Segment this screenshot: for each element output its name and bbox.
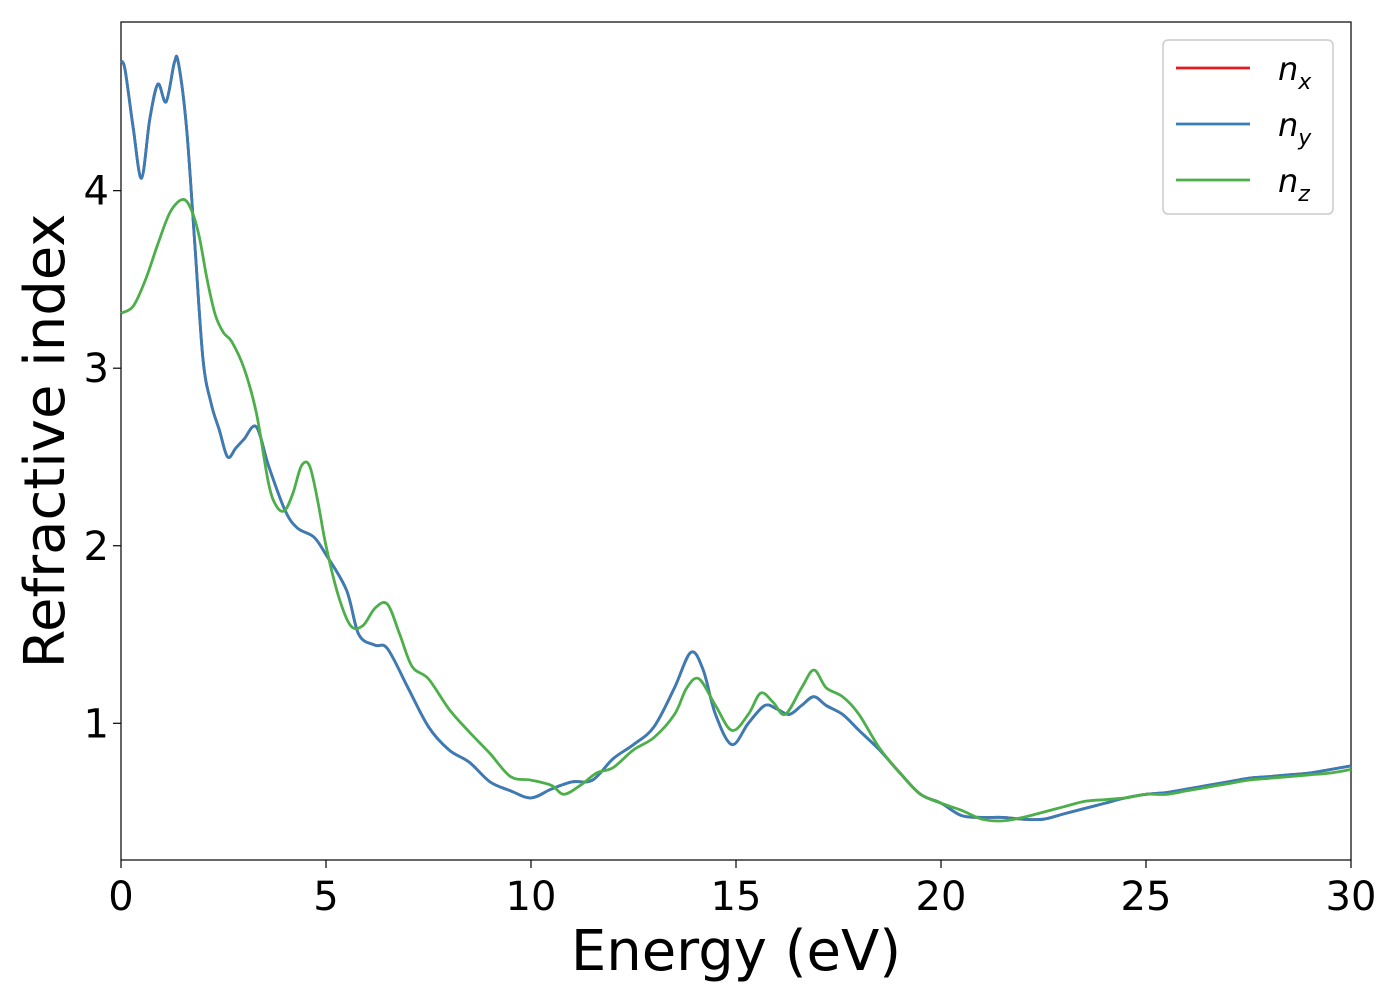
legend-label-z: nz	[1278, 162, 1310, 207]
legend-frame	[1162, 39, 1334, 215]
series-line-z	[120, 198, 1352, 823]
y-tick-label: 1	[84, 701, 109, 747]
x-axis-label: Energy (eV)	[571, 919, 901, 984]
x-tick-label: 15	[711, 874, 762, 920]
y-tick-label: 4	[84, 169, 109, 215]
series-line-y	[119, 54, 1352, 822]
plot-area	[120, 21, 1352, 861]
legend: nx ny nz	[1162, 39, 1334, 215]
x-tick-label: 30	[1326, 874, 1377, 920]
legend-label-y: ny	[1278, 106, 1312, 151]
x-tick-label: 5	[313, 874, 338, 920]
x-tick-label: 25	[1121, 874, 1172, 920]
x-tick-label: 0	[108, 874, 133, 920]
x-axis: 0 5 10 15 20 25 30	[108, 860, 1376, 920]
series-layer	[119, 54, 1352, 823]
x-tick-label: 10	[506, 874, 557, 920]
legend-label-x: nx	[1278, 50, 1312, 95]
y-tick-label: 2	[84, 524, 109, 570]
y-axis: 1 2 3 4	[84, 169, 121, 747]
y-axis-label: Refractive index	[13, 214, 78, 669]
x-tick-label: 20	[916, 874, 967, 920]
y-tick-label: 3	[84, 346, 109, 392]
